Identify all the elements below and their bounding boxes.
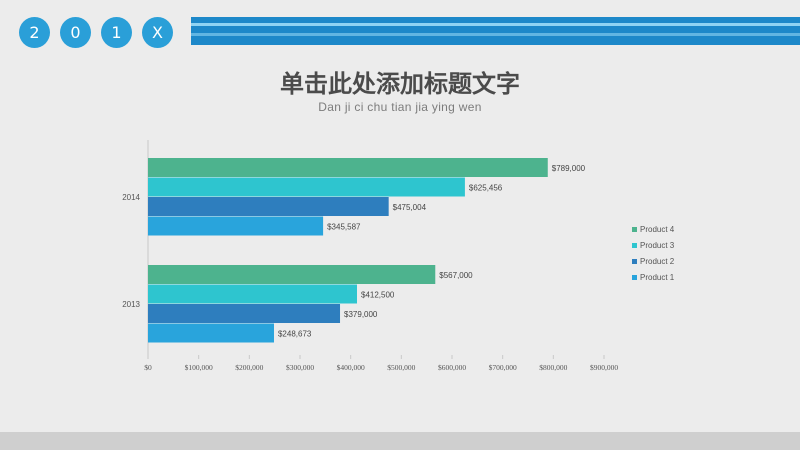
year-digit-4: X	[142, 17, 173, 48]
x-tick-label-3: $300,000	[286, 363, 314, 372]
x-tick-label-9: $900,000	[590, 363, 618, 372]
x-tick-label-8: $800,000	[539, 363, 567, 372]
header-stripe-light-1	[191, 23, 800, 26]
legend-swatch-product-1	[632, 275, 637, 280]
legend-label-product-1: Product 1	[640, 273, 675, 282]
x-tick-label-5: $500,000	[387, 363, 415, 372]
page-title: 单击此处添加标题文字	[280, 70, 520, 98]
data-label-2014-product-3: $625,456	[469, 183, 503, 192]
x-tick-label-0: $0	[144, 363, 152, 372]
x-tick-label-4: $400,000	[337, 363, 365, 372]
x-tick-label-1: $100,000	[185, 363, 213, 372]
year-digit-3: 1	[101, 17, 132, 48]
category-label-2013: 2013	[122, 300, 140, 309]
footer-bar	[0, 432, 800, 450]
bar-2013-product-3	[148, 284, 357, 304]
legend-label-product-4: Product 4	[640, 225, 675, 234]
header-bar: 2 0 1 X	[0, 0, 800, 62]
legend-label-product-2: Product 2	[640, 257, 675, 266]
legend-label-product-3: Product 3	[640, 241, 675, 250]
data-label-2014-product-1: $345,587	[327, 222, 361, 231]
legend-swatch-product-4	[632, 227, 637, 232]
data-label-2014-product-2: $475,004	[393, 203, 427, 212]
page-subtitle: Dan ji ci chu tian jia ying wen	[318, 100, 482, 114]
data-label-2014-product-4: $789,000	[552, 164, 586, 173]
bar-2013-product-4	[148, 265, 436, 284]
x-tick-label-2: $200,000	[235, 363, 263, 372]
data-label-2013-product-4: $567,000	[439, 271, 473, 280]
legend-swatch-product-2	[632, 259, 637, 264]
bar-2014-product-2	[148, 197, 389, 216]
bar-2013-product-1	[148, 323, 274, 343]
x-tick-label-6: $600,000	[438, 363, 466, 372]
data-label-2013-product-2: $379,000	[344, 310, 378, 319]
year-digit-1: 2	[19, 17, 50, 48]
bar-2014-product-4	[148, 158, 548, 177]
legend-swatch-product-3	[632, 243, 637, 248]
header-stripe-dark	[191, 17, 800, 45]
x-tick-label-7: $700,000	[489, 363, 517, 372]
category-label-2014: 2014	[122, 193, 140, 202]
bar-2014-product-3	[148, 177, 465, 197]
year-digit-2: 0	[60, 17, 91, 48]
bar-2013-product-2	[148, 304, 341, 323]
bar-2014-product-1	[148, 216, 324, 236]
data-label-2013-product-3: $412,500	[361, 290, 395, 299]
data-label-2013-product-1: $248,673	[278, 329, 312, 338]
header-stripe	[191, 17, 800, 45]
header-stripe-light-2	[191, 33, 800, 36]
